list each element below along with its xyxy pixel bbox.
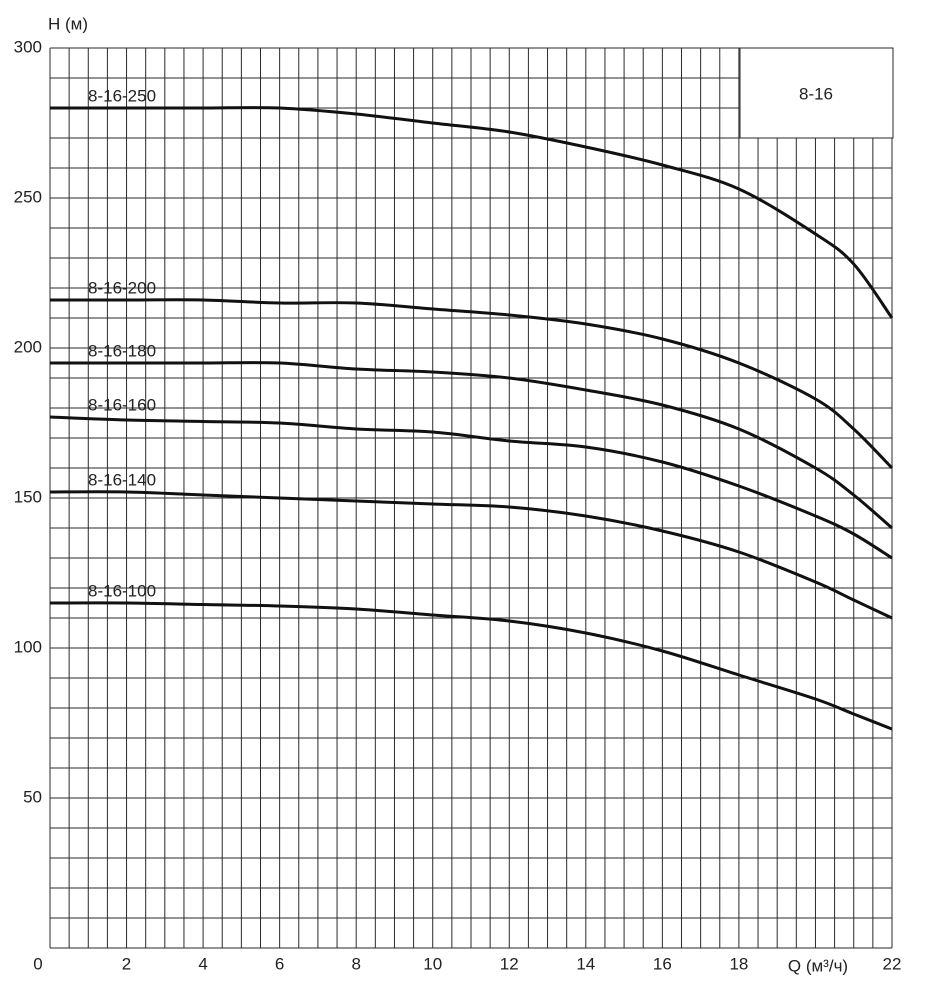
curve-label: 8-16-200 [88,278,156,297]
curve [49,415,893,560]
x-tick-label: 16 [653,954,672,973]
curve [49,298,894,470]
y-axis-label: H (м) [48,14,88,33]
x-tick-label: 0 [33,954,42,973]
inset-box [739,47,894,139]
y-tick-label: 300 [14,37,42,56]
x-tick-label: 18 [729,954,748,973]
y-tick-label: 250 [14,187,42,206]
x-tick-label: 10 [423,954,442,973]
x-tick-label: 4 [198,954,207,973]
y-tick-label: 50 [23,787,42,806]
x-tick-label: 22 [883,954,902,973]
y-tick-label: 150 [14,487,42,506]
curve [49,601,893,731]
curve [49,106,894,319]
x-tick-label: 12 [500,954,519,973]
y-tick-label: 100 [14,637,42,656]
curve-label: 8-16-100 [88,581,156,600]
x-tick-label: 8 [351,954,360,973]
x-tick-label: 14 [576,954,595,973]
x-tick-label: 2 [122,954,131,973]
curve-label: 8-16-250 [88,86,156,105]
y-tick-label: 200 [14,337,42,356]
x-tick-label: 6 [275,954,284,973]
curve-label: 8-16-140 [88,470,156,489]
inset-label: 8-16 [799,84,833,103]
x-axis-label: Q (м³/ч) [788,956,848,975]
curve [49,490,893,620]
curve-label: 8-16-160 [88,395,156,414]
curve [49,361,893,530]
curve-label: 8-16-180 [88,341,156,360]
